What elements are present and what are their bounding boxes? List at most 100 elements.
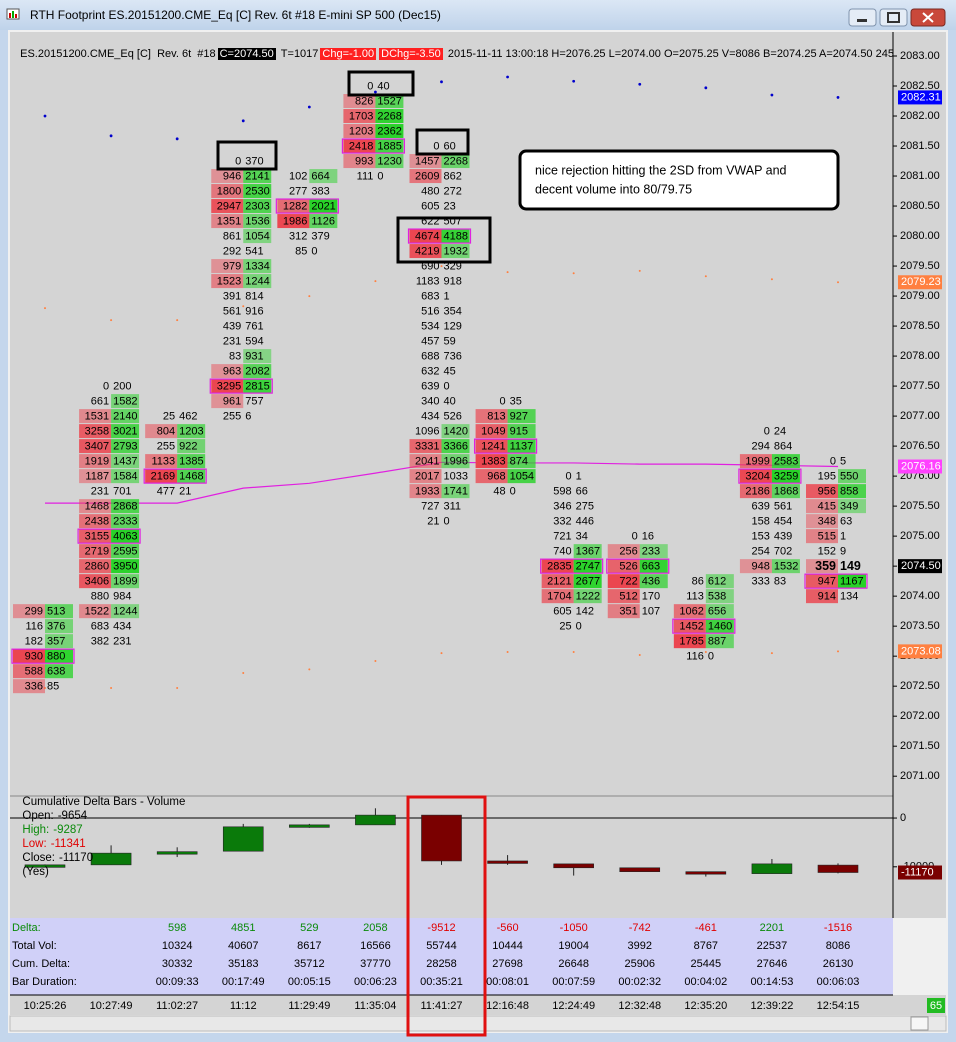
bid-volume: 804 (157, 426, 175, 438)
open-value: -9654 (57, 810, 88, 822)
ask-volume: 3366 (444, 441, 468, 453)
ask-volume: 814 (245, 290, 263, 302)
table-cell: 27698 (492, 958, 523, 970)
horizontal-scrollbar[interactable] (9, 1015, 947, 1032)
bid-volume: 813 (487, 411, 505, 423)
ask-volume: 23 (444, 200, 456, 212)
bid-cell (541, 559, 574, 574)
price-marker (898, 559, 942, 574)
ask-cell (838, 484, 866, 499)
ask-cell (838, 469, 866, 484)
price-marker-label: 2074.50 (901, 560, 941, 572)
bid-volume: 963 (223, 365, 241, 377)
close-button[interactable] (910, 8, 946, 27)
status-badge (927, 998, 945, 1013)
x-tick-label: 12:54:15 (817, 1000, 860, 1012)
band-dot (704, 275, 707, 278)
ask-volume: 2268 (444, 155, 468, 167)
bid-volume: 534 (421, 320, 439, 332)
bid-cell (211, 199, 244, 214)
x-tick-label: 12:32:48 (618, 1000, 661, 1012)
bid-cell (145, 454, 178, 469)
bid-volume: 1133 (152, 456, 176, 468)
high-label: High: (22, 824, 50, 836)
bid-volume: 1531 (85, 411, 109, 423)
ask-volume: 3021 (113, 426, 137, 438)
bid-cell (409, 469, 442, 484)
ask-volume: 1 (444, 290, 450, 302)
band-dot (242, 671, 245, 674)
bid-cell (739, 484, 772, 499)
price-marker (898, 459, 942, 474)
x-tick-label: 12:16:48 (486, 1000, 529, 1012)
band-dot (110, 319, 113, 322)
bid-volume: 3204 (745, 471, 769, 483)
bid-cell (343, 124, 376, 139)
ask-volume: 931 (245, 350, 263, 362)
bid-volume: 312 (289, 230, 307, 242)
ask-volume: 1932 (444, 245, 468, 257)
bid-volume: 1187 (85, 471, 109, 483)
bid-volume: 2860 (85, 561, 109, 573)
ask-volume: 6 (245, 411, 251, 423)
ask-cell (243, 229, 272, 244)
ask-cell (45, 604, 73, 619)
bid-volume: 0 (235, 155, 241, 167)
ask-volume: 1367 (576, 546, 600, 558)
x-tick-label: 10:27:49 (90, 1000, 133, 1012)
bid-volume: 3155 (85, 531, 109, 543)
bid-cell (79, 544, 112, 559)
ask-volume: 663 (642, 561, 660, 573)
ask-volume: 4063 (113, 531, 137, 543)
poc-box (209, 378, 273, 394)
ask-volume: 2868 (113, 501, 137, 513)
y-tick-label: 2072.00 (900, 710, 940, 722)
bid-volume: 3295 (217, 381, 241, 393)
ask-cell (639, 559, 668, 574)
bid-cell (409, 439, 442, 454)
bid-volume: 434 (421, 411, 439, 423)
bid-cell (343, 139, 376, 154)
band-dot (638, 269, 641, 272)
bid-volume: 948 (752, 561, 770, 573)
ask-cell (639, 544, 668, 559)
delta-title: Cumulative Delta Bars - Volume (22, 796, 186, 808)
price-marker-label: 2076.16 (901, 460, 941, 472)
bid-volume: 826 (355, 95, 373, 107)
minimize-button[interactable] (848, 8, 877, 27)
table-cell: 26130 (823, 958, 854, 970)
table-row-label: Cum. Delta: (12, 958, 70, 970)
bid-cell (79, 514, 112, 529)
bid-cell (211, 394, 244, 409)
bid-volume: 2017 (415, 471, 439, 483)
ask-volume: 357 (47, 636, 65, 648)
ask-cell (507, 469, 536, 484)
table-cell: 19004 (558, 940, 589, 952)
ask-cell (177, 439, 206, 454)
bid-cell (475, 439, 508, 454)
band-dot (572, 79, 576, 83)
maximize-button[interactable] (879, 8, 908, 27)
bid-volume: 588 (25, 666, 43, 678)
table-cell: 00:04:02 (684, 976, 727, 988)
band-dot (506, 650, 509, 653)
bid-volume: 1241 (481, 441, 505, 453)
candle-body (751, 863, 793, 874)
bid-volume: 632 (421, 365, 439, 377)
bid-volume: 83 (229, 350, 241, 362)
ask-cell (573, 544, 602, 559)
ask-volume: 5 (840, 456, 846, 468)
ask-cell (573, 574, 602, 589)
bid-cell (79, 574, 112, 589)
bid-volume: 561 (223, 305, 241, 317)
ask-volume: 383 (311, 185, 329, 197)
y-tick-label: 2080.00 (900, 230, 940, 242)
delta-suffix: (Yes) (22, 866, 49, 878)
info-bar: ES.20151200.CME_Eq [C] Rev. 6t #18 C=2074… (12, 33, 896, 61)
band-dot (110, 686, 113, 689)
change-info: Chg=-1.00 (320, 48, 377, 60)
close-info: C=2074.50 (217, 48, 276, 60)
bid-cell (409, 484, 442, 499)
ask-volume: 1222 (576, 591, 600, 603)
bid-volume: 727 (421, 501, 439, 513)
